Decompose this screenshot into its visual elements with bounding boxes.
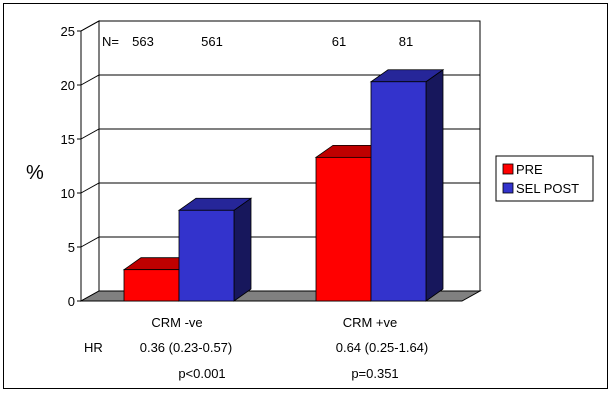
- n-label: 61: [332, 34, 346, 49]
- n-label: 81: [399, 34, 413, 49]
- y-axis-label: %: [26, 162, 44, 184]
- x-tick-label: CRM -ve: [151, 315, 202, 330]
- legend: PRE SEL POST: [495, 155, 594, 202]
- n-labels: N= 563 561 61 81: [102, 34, 413, 49]
- bars: [122, 68, 445, 302]
- y-tick-label: 5: [68, 240, 75, 255]
- legend-label: SEL POST: [516, 181, 579, 196]
- legend-label: PRE: [516, 162, 543, 177]
- gridline: [80, 74, 480, 86]
- p-value: p=0.351: [351, 366, 398, 381]
- n-label: 561: [201, 34, 223, 49]
- n-label: 563: [132, 34, 154, 49]
- legend-box: [495, 155, 594, 202]
- y-tick-label: 20: [61, 78, 75, 93]
- left-wall: [80, 20, 100, 302]
- legend-swatch: [502, 163, 514, 175]
- y-tick-label: 0: [68, 294, 75, 309]
- y-axis: 0 5 10 15 20 25: [61, 24, 82, 309]
- gridline: [80, 20, 480, 32]
- hr-value: 0.64 (0.25-1.64): [336, 340, 429, 355]
- gridline: [80, 128, 480, 140]
- hr-prefix: HR: [84, 340, 103, 355]
- y-tick-label: 15: [61, 132, 75, 147]
- p-value: p<0.001: [178, 366, 225, 381]
- x-axis-labels: CRM -ve CRM +ve: [151, 315, 397, 330]
- y-tick-label: 25: [61, 24, 75, 39]
- stats-annotations: HR 0.36 (0.23-0.57) p<0.001 0.64 (0.25-1.6…: [84, 340, 428, 381]
- chart-frame: 0 5 10 15 20 25 N= 563 561 61 81 CRM -ve CRM +ve …: [3, 3, 608, 389]
- bar-sel-post-2: [369, 68, 445, 302]
- y-tick-label: 10: [61, 186, 75, 201]
- n-prefix: N=: [102, 34, 119, 49]
- legend-swatch: [502, 182, 514, 194]
- x-tick-label: CRM +ve: [343, 315, 398, 330]
- hr-value: 0.36 (0.23-0.57): [140, 340, 233, 355]
- bar-sel-post-1: [177, 197, 253, 302]
